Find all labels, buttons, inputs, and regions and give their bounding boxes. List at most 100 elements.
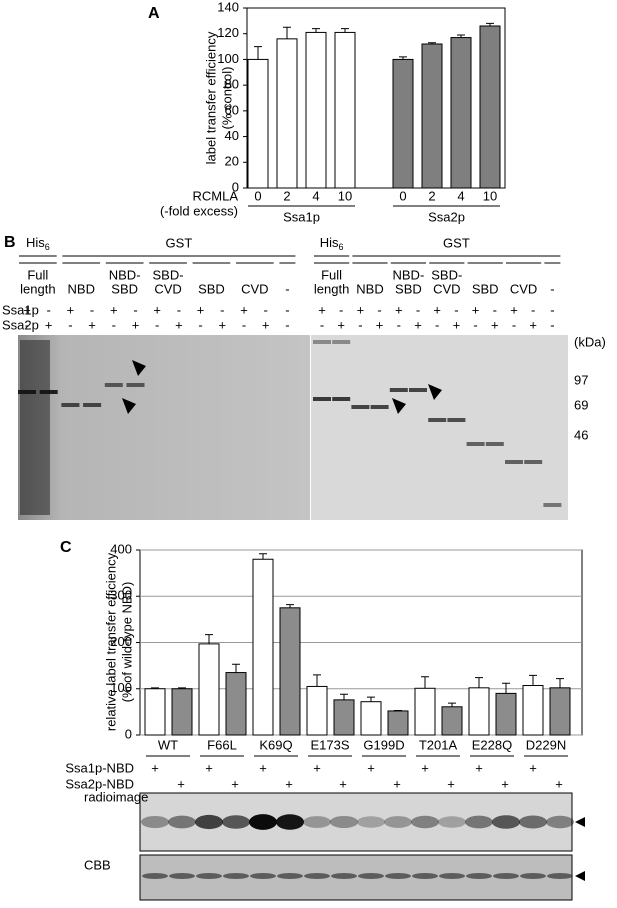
- kda-label: 69: [574, 397, 588, 412]
- arrowhead: [575, 871, 585, 881]
- bar: [388, 711, 408, 735]
- lane-mark: +: [555, 776, 563, 791]
- tag-subscript: 6: [338, 242, 343, 252]
- lane-mark: +: [337, 317, 345, 332]
- lane-mark: +: [318, 302, 326, 317]
- lane-label: NBD: [356, 281, 383, 296]
- gel-band: [313, 340, 331, 344]
- bar: [307, 686, 327, 735]
- lane-label: -: [285, 281, 289, 296]
- tag-label: GST: [166, 235, 193, 250]
- lane-mark: -: [177, 302, 181, 317]
- lane-label: SBD: [472, 281, 499, 296]
- lane-mark: +: [472, 302, 480, 317]
- gel-band: [127, 383, 145, 387]
- lane-mark: +: [367, 760, 375, 775]
- y-axis-label: relative label transfer efficiency: [103, 552, 118, 731]
- error-bar: [341, 29, 349, 33]
- error-bar: [367, 697, 375, 702]
- lane-label: SBD-: [431, 267, 462, 282]
- gel-band: [438, 816, 466, 828]
- y-tick-label: 0: [125, 726, 132, 741]
- lane-mark: +: [510, 302, 518, 317]
- bar: [306, 32, 326, 188]
- lane-mark: +: [447, 776, 455, 791]
- lane-mark: -: [435, 317, 439, 332]
- gel-band: [465, 816, 493, 829]
- lane-mark: -: [339, 302, 343, 317]
- lane-mark: -: [47, 302, 51, 317]
- kda-label: (kDa): [574, 334, 606, 349]
- lane-mark: +: [285, 776, 293, 791]
- lane-label: CVD: [154, 281, 181, 296]
- gel-band: [222, 815, 250, 829]
- lane-mark: +: [491, 317, 499, 332]
- gel-band: [385, 873, 411, 879]
- gel-band: [546, 816, 574, 828]
- x-tick-label: 4: [457, 188, 464, 203]
- gel-band: [304, 873, 330, 879]
- lane-mark: +: [414, 317, 422, 332]
- lane-mark: -: [531, 302, 535, 317]
- lane-label: SBD: [395, 281, 422, 296]
- lane-mark: -: [512, 317, 516, 332]
- lane-mark: +: [219, 317, 227, 332]
- gel-band: [332, 397, 350, 401]
- y-axis-label: label transfer efficiency: [203, 31, 218, 164]
- error-bar: [259, 554, 267, 560]
- lane-mark: +: [376, 317, 384, 332]
- x-tick-label: 0: [254, 188, 261, 203]
- bar: [415, 688, 435, 735]
- y-axis-label: (% control): [219, 67, 234, 130]
- gel-band: [313, 397, 331, 401]
- arrowhead: [575, 817, 585, 827]
- lane-label: length: [314, 281, 349, 296]
- gel-band: [357, 816, 385, 828]
- bar: [550, 688, 570, 735]
- lane-label: CVD: [241, 281, 268, 296]
- lane-mark: +: [153, 302, 161, 317]
- lane-mark: -: [220, 302, 224, 317]
- gel-band: [250, 873, 276, 879]
- bar: [253, 559, 273, 735]
- bar: [335, 32, 355, 188]
- gel-band: [519, 816, 547, 829]
- lane-mark: +: [339, 776, 347, 791]
- gel-band: [492, 815, 520, 829]
- lane-mark: +: [395, 302, 403, 317]
- gel-band: [40, 390, 58, 394]
- bar: [277, 39, 297, 188]
- tag-label: GST: [443, 235, 470, 250]
- bar: [393, 59, 413, 188]
- lane-mark: +: [357, 302, 365, 317]
- bar: [334, 700, 354, 735]
- lane-label: -: [550, 281, 554, 296]
- bar: [496, 693, 516, 735]
- lane-mark: +: [151, 760, 159, 775]
- gel-band: [18, 390, 36, 394]
- bar: [422, 44, 442, 188]
- error-bar: [448, 703, 456, 707]
- gel-band: [543, 503, 561, 507]
- gel-band: [332, 340, 350, 344]
- bar: [469, 688, 489, 735]
- bar: [480, 26, 500, 188]
- lane-label: Full: [27, 267, 48, 282]
- error-bar: [421, 677, 429, 689]
- lane-mark: -: [198, 317, 202, 332]
- gel-band: [411, 816, 439, 828]
- lane-mark: +: [421, 760, 429, 775]
- x-tick-label: E228Q: [472, 737, 512, 752]
- error-bar: [283, 27, 291, 39]
- error-bar: [475, 678, 483, 688]
- lane-label: Full: [321, 267, 342, 282]
- lane-mark: -: [242, 317, 246, 332]
- lane-mark: +: [177, 776, 185, 791]
- error-bar: [529, 675, 537, 685]
- gel-band: [493, 873, 519, 879]
- x-tick-label: 2: [428, 188, 435, 203]
- bar: [280, 608, 300, 735]
- tag-text: His: [26, 235, 45, 250]
- gel-band: [331, 873, 357, 879]
- lane-mark: +: [529, 317, 537, 332]
